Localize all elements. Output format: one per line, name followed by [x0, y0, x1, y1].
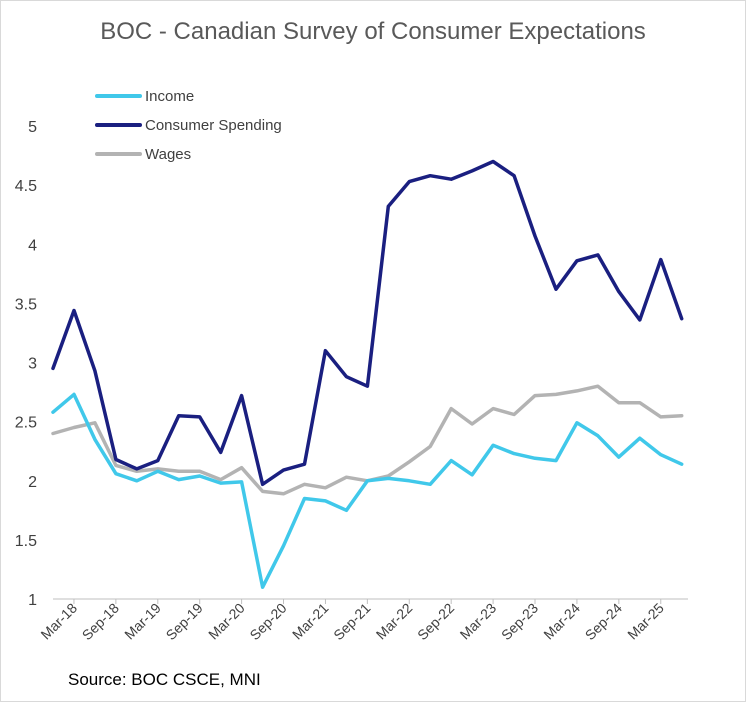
x-tick-label: Sep-19 [163, 600, 206, 643]
legend-label: Consumer Spending [145, 117, 282, 134]
y-tick-label: 4.5 [15, 178, 37, 195]
source-note: Source: BOC CSCE, MNI [68, 670, 261, 689]
y-tick-label: 4 [28, 237, 37, 254]
legend-label: Wages [145, 146, 191, 163]
x-tick-label: Mar-21 [289, 600, 332, 643]
x-tick-label: Mar-23 [457, 600, 500, 643]
y-tick-label: 1.5 [15, 533, 37, 550]
series-lines [51, 159, 684, 589]
legend: Income Consumer Spending Wages [95, 88, 282, 163]
y-tick-label: 3 [28, 356, 37, 373]
y-tick-label: 3.5 [15, 296, 37, 313]
y-tick-label: 2 [28, 474, 37, 491]
series-line-consumer-spending [51, 159, 684, 487]
x-tick-label: Sep-18 [79, 600, 122, 643]
x-tick-label: Sep-23 [498, 600, 541, 643]
legend-label: Income [145, 88, 194, 105]
x-tick-label: Mar-22 [373, 600, 416, 643]
x-tick-label: Sep-20 [246, 600, 289, 643]
x-tick-label: Sep-24 [582, 600, 625, 643]
x-tick-label: Sep-21 [330, 600, 373, 643]
x-tick-label: Mar-24 [540, 600, 583, 643]
y-tick-label: 2.5 [15, 415, 37, 432]
y-tick-label: 1 [28, 592, 37, 609]
series-line-income [51, 392, 684, 589]
chart-title: BOC - Canadian Survey of Consumer Expect… [100, 18, 646, 45]
x-tick-label: Mar-25 [624, 600, 667, 643]
y-tick-label: 5 [28, 119, 37, 136]
x-tick-label: Mar-18 [37, 600, 80, 643]
y-axis-ticks: 1 1.5 2 2.5 3 3.5 4 4.5 5 [15, 119, 37, 609]
x-tick-label: Sep-22 [414, 600, 457, 643]
x-tick-label: Mar-19 [121, 600, 164, 643]
x-tick-label: Mar-20 [205, 600, 248, 643]
